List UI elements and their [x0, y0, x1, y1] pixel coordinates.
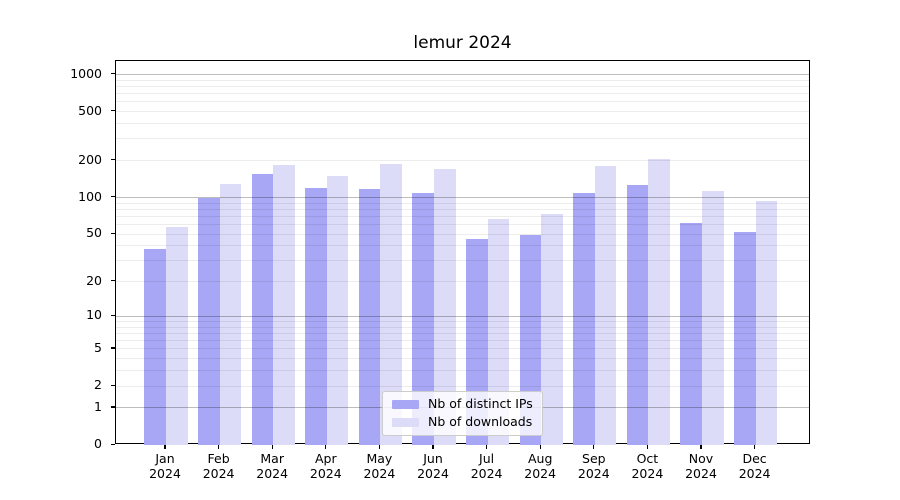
- x-tick-jun: [432, 444, 434, 449]
- x-tick-may: [378, 444, 380, 449]
- x-tick-dec: [754, 444, 756, 449]
- bar-downloads-mar: [273, 165, 295, 445]
- y-tick-0: [110, 443, 115, 445]
- x-tick-label-jul: Jul 2024: [470, 451, 503, 481]
- x-tick-sep: [593, 444, 595, 449]
- y-tick-20: [110, 280, 115, 282]
- bar-downloads-may: [380, 163, 402, 445]
- y-axis: 0 1 2 5 10 20 50 100 200 500 1000: [0, 60, 115, 451]
- x-tick-nov: [700, 444, 702, 449]
- x-tick-feb: [218, 444, 220, 449]
- y-tick-label-50: 50: [86, 225, 102, 241]
- bar-distinct-ips-mar: [251, 173, 274, 445]
- bar-distinct-ips-may: [358, 188, 381, 445]
- bar-downloads-aug: [541, 213, 563, 445]
- x-tick-oct: [646, 444, 648, 449]
- legend-label-downloads: Nb of downloads: [428, 414, 533, 429]
- bar-downloads-oct: [648, 159, 670, 445]
- bar-downloads-dec: [755, 201, 778, 445]
- legend: Nb of distinct IPs Nb of downloads: [382, 391, 543, 436]
- y-tick-label-5: 5: [94, 339, 102, 355]
- bar-downloads-jan: [166, 227, 188, 445]
- x-tick-mar: [271, 444, 273, 449]
- y-tick-label-1000: 1000: [70, 65, 102, 81]
- x-tick-label-mar: Mar 2024: [256, 451, 289, 481]
- bar-downloads-jun: [434, 168, 456, 445]
- bar-distinct-ips-jan: [144, 248, 166, 445]
- x-tick-label-jun: Jun 2024: [417, 451, 449, 481]
- y-tick-label-0: 0: [94, 436, 102, 451]
- y-tick-10: [110, 314, 115, 317]
- y-tick-label-1: 1: [94, 398, 102, 414]
- bar-distinct-ips-feb: [198, 198, 220, 445]
- y-tick-label-10: 10: [86, 307, 102, 323]
- x-tick-label-feb: Feb 2024: [202, 451, 235, 481]
- x-tick-label-oct: Oct 2024: [631, 451, 664, 481]
- x-tick-apr: [325, 444, 327, 449]
- bar-distinct-ips-apr: [305, 188, 327, 445]
- bar-downloads-jul: [487, 218, 510, 445]
- y-tick-label-100: 100: [78, 188, 102, 204]
- x-tick-label-aug: Aug 2024: [524, 451, 557, 481]
- y-tick-label-20: 20: [86, 272, 102, 288]
- x-tick-aug: [539, 444, 541, 449]
- bar-downloads-apr: [326, 175, 349, 445]
- y-tick-label-500: 500: [78, 102, 102, 118]
- bar-distinct-ips-nov: [680, 222, 702, 445]
- x-tick-label-dec: Dec 2024: [738, 451, 771, 481]
- bar-distinct-ips-jun: [412, 192, 434, 445]
- y-tick-label-2: 2: [94, 377, 102, 393]
- plot-area: Nb of distinct IPs Nb of downloads: [115, 60, 810, 445]
- y-tick-500: [110, 110, 115, 112]
- bar-distinct-ips-oct: [626, 185, 649, 445]
- x-axis: Jan 2024 Feb 2024 Mar 2024 Apr 2024 May 2024 Jun 20…: [115, 443, 810, 495]
- x-tick-jan: [164, 444, 166, 449]
- y-tick-1000: [110, 73, 115, 75]
- x-tick-label-nov: Nov 2024: [685, 451, 717, 481]
- bars-layer: [116, 61, 809, 445]
- bar-downloads-sep: [594, 166, 617, 445]
- legend-label-distinct-ips: Nb of distinct IPs: [428, 396, 533, 411]
- x-tick-label-may: May 2024: [363, 451, 396, 481]
- bar-downloads-nov: [702, 190, 724, 445]
- bar-distinct-ips-dec: [734, 232, 756, 445]
- bar-distinct-ips-sep: [573, 192, 595, 445]
- x-tick-label-apr: Apr 2024: [309, 451, 342, 481]
- chart-title: lemur 2024: [413, 33, 512, 53]
- y-tick-100: [110, 196, 115, 198]
- y-tick-2: [110, 384, 115, 386]
- y-tick-200: [110, 159, 115, 161]
- y-tick-label-200: 200: [78, 151, 102, 167]
- x-tick-label-jan: Jan 2024: [149, 451, 181, 481]
- x-tick-jul: [486, 444, 488, 449]
- x-tick-label-sep: Sep 2024: [577, 451, 610, 481]
- legend-swatch-downloads: [392, 417, 419, 427]
- bar-downloads-feb: [219, 183, 242, 445]
- legend-swatch-distinct-ips: [392, 399, 419, 409]
- legend-item-downloads: Nb of downloads: [392, 415, 533, 429]
- y-tick-5: [110, 347, 115, 349]
- y-tick-50: [110, 232, 115, 234]
- legend-item-distinct-ips: Nb of distinct IPs: [392, 397, 533, 411]
- y-tick-1: [110, 406, 115, 408]
